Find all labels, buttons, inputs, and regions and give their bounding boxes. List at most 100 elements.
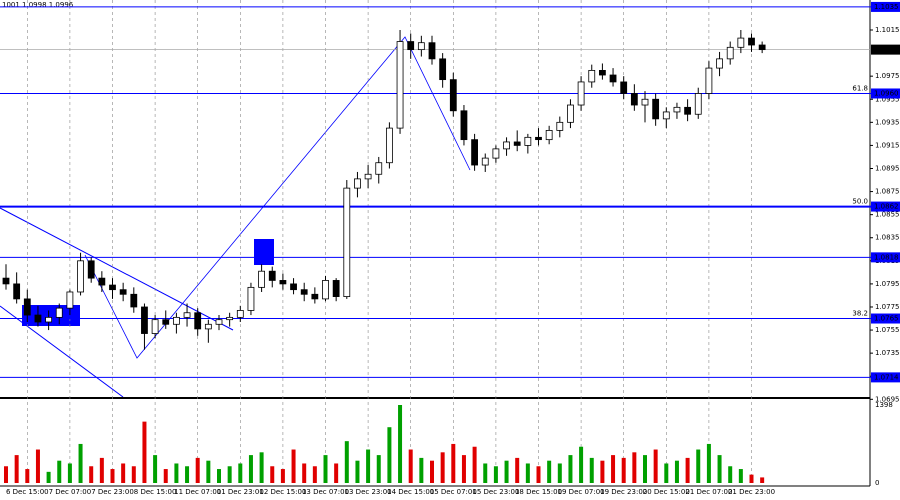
volume-bar: [366, 449, 371, 483]
candle-body: [471, 139, 479, 166]
x-tick-label: 13 Dec 23:00: [345, 488, 392, 496]
candle-body: [545, 130, 553, 141]
level-box: [871, 372, 900, 383]
candle-body: [279, 280, 287, 285]
x-tick-label: 21 Dec 07:00: [685, 488, 732, 496]
y-tick-label: 1.0915: [875, 141, 900, 149]
candle-body: [492, 148, 500, 159]
fib-label: 61.8: [852, 84, 868, 92]
volume-bar: [4, 466, 8, 483]
volume-bar: [674, 460, 679, 483]
candle-body: [290, 283, 297, 291]
volume-bar: [611, 455, 616, 483]
volume-bar: [163, 469, 168, 483]
candle-body: [247, 286, 255, 311]
volume-bar: [142, 421, 147, 483]
candle-body: [481, 157, 489, 166]
y-tick-label: 1.0795: [875, 280, 900, 288]
candle-body: [354, 178, 361, 189]
candle-body: [215, 319, 223, 325]
y-tick-label: 1.0955: [875, 95, 900, 103]
volume-bar: [440, 452, 445, 483]
volume-bar: [291, 449, 296, 483]
candle-body: [311, 293, 319, 300]
candle-body: [236, 310, 244, 318]
candle-body: [684, 106, 691, 115]
volume-bar: [461, 455, 466, 483]
candle-body: [726, 46, 734, 60]
volume-bar: [376, 455, 381, 483]
candle-body: [567, 104, 574, 123]
candle-body: [77, 260, 84, 293]
channel-line: [0, 207, 234, 331]
current-price-label: 1.0998: [874, 46, 899, 54]
candle-body: [513, 141, 521, 146]
y-tick-label: 1.0975: [875, 72, 900, 80]
volume-bar: [706, 443, 711, 483]
channel-line: [0, 305, 124, 398]
volume-bar: [195, 457, 200, 483]
x-tick-label: 14 Dec 15:00: [387, 488, 434, 496]
level-label: 1.0818: [874, 253, 899, 261]
level-label: 1.0960: [874, 89, 899, 97]
volume-bar: [323, 455, 328, 483]
x-tick-label: 21 Dec 23:00: [728, 488, 775, 496]
volume-bar: [589, 457, 594, 483]
candle-body: [662, 111, 670, 120]
volume-bar: [35, 449, 40, 483]
volume-bar: [696, 449, 701, 483]
y-tick-label: 1.1015: [875, 26, 900, 34]
candle-body: [130, 293, 138, 308]
level-box: [871, 252, 900, 263]
volume-bar: [717, 455, 722, 483]
candle-body: [385, 127, 393, 164]
volume-bar: [557, 463, 562, 483]
volume-bar: [259, 452, 264, 483]
y-tick-label: 1.0855: [875, 211, 900, 219]
volume-bar: [99, 457, 104, 483]
volume-bar: [248, 455, 253, 483]
candle-body: [673, 106, 681, 113]
candle-body: [87, 260, 95, 279]
volume-bar: [67, 463, 72, 483]
volume-bar: [760, 477, 765, 483]
candle-body: [119, 289, 127, 295]
candle-body: [55, 307, 63, 318]
candle-body: [300, 289, 308, 295]
candle-body: [375, 162, 383, 175]
volume-bar: [206, 460, 211, 483]
x-tick-label: 8 Dec 15:00: [134, 488, 177, 496]
volume-bar: [547, 460, 552, 483]
volume-bar: [525, 463, 530, 483]
candle-body: [109, 284, 116, 291]
candle-body: [428, 42, 436, 60]
volume-tick-label: 0: [875, 479, 879, 487]
candle-body: [172, 316, 180, 325]
volume-bar: [46, 471, 51, 483]
volume-bar: [408, 449, 413, 483]
candle-body: [34, 314, 42, 323]
candle-body: [694, 93, 702, 115]
zone-box: [254, 239, 274, 265]
volume-bar: [398, 405, 403, 483]
volume-bar: [14, 455, 19, 483]
volume-bar: [504, 460, 509, 483]
volume-bar: [419, 457, 424, 483]
volume-bar: [302, 463, 307, 483]
x-tick-label: 11 Dec 07:00: [174, 488, 221, 496]
y-tick-label: 1.0735: [875, 349, 900, 357]
x-tick-label: 15 Dec 07:00: [430, 488, 477, 496]
y-tick-label: 1.0835: [875, 234, 900, 242]
volume-tick-label: 1398: [875, 401, 893, 409]
y-tick-label: 1.0895: [875, 164, 900, 172]
volume-bar: [664, 463, 669, 483]
level-label: 1.0862: [874, 203, 899, 211]
volume-bar: [600, 460, 605, 483]
fib-label: 50.0: [852, 198, 868, 206]
candle-body: [407, 41, 415, 51]
candle-body: [609, 74, 617, 83]
candle-body: [162, 319, 170, 325]
level-label: 1.0765: [874, 315, 899, 323]
